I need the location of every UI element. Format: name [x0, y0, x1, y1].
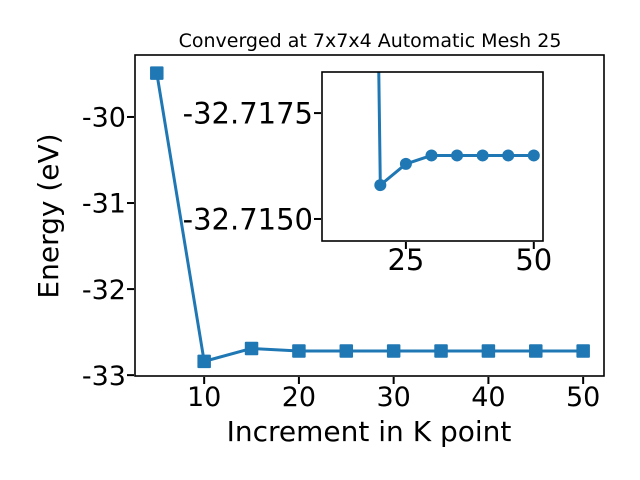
main-y-tick-label: -30	[82, 103, 126, 134]
main-series-square-marker	[386, 344, 401, 358]
main-series-square-marker	[339, 344, 354, 358]
main-y-tick-label: -33	[82, 361, 126, 392]
main-y-tick-label: -32	[82, 275, 126, 306]
inset-series-circle-marker	[374, 179, 387, 192]
inset-axes-frame	[321, 71, 544, 242]
inset-data-area	[374, 72, 540, 192]
y-axis-label: Energy (eV)	[32, 133, 65, 298]
chart-title: Converged at 7x7x4 Automatic Mesh 25	[179, 30, 562, 52]
main-series-square-marker	[292, 344, 306, 358]
inset-series-circle-marker	[476, 149, 489, 162]
main-series-line	[155, 72, 584, 363]
x-axis-label: Increment in K point	[227, 415, 512, 448]
inset-x-tick-label: 50	[515, 243, 552, 277]
main-x-tick-label: 50	[566, 382, 600, 413]
main-x-tick-label: 20	[282, 382, 316, 413]
main-series-square-marker	[434, 344, 448, 358]
inset-x-tick-label: 25	[387, 243, 424, 277]
inset-series-circle-marker	[451, 149, 464, 162]
inset-series-circle-marker	[527, 149, 540, 162]
main-series-square-marker	[244, 341, 259, 356]
inset-y-tick-label: -32.7175	[183, 97, 313, 131]
main-axes: 10 20 30 40 50 -30 -31 -32 -33	[82, 54, 605, 413]
inset-series-circle-marker	[502, 149, 515, 162]
main-series-square-marker	[576, 344, 590, 358]
main-x-tick-label: 40	[471, 382, 505, 413]
main-series-square-marker	[529, 344, 543, 358]
main-series-square-marker	[197, 354, 211, 369]
main-x-tick-label: 30	[376, 382, 410, 413]
inset-series-circle-marker	[425, 149, 438, 162]
inset-series-circle-marker	[399, 157, 412, 170]
main-series-square-marker	[150, 66, 164, 80]
inset-axes: 25 50 -32.7175 -32.7150	[183, 71, 552, 277]
main-x-tick-label: 10	[187, 382, 221, 413]
main-y-tick-label: -31	[82, 189, 126, 220]
main-series-square-marker	[481, 344, 496, 358]
inset-y-tick-label: -32.7150	[183, 202, 313, 236]
main-axes-frame	[134, 54, 605, 377]
